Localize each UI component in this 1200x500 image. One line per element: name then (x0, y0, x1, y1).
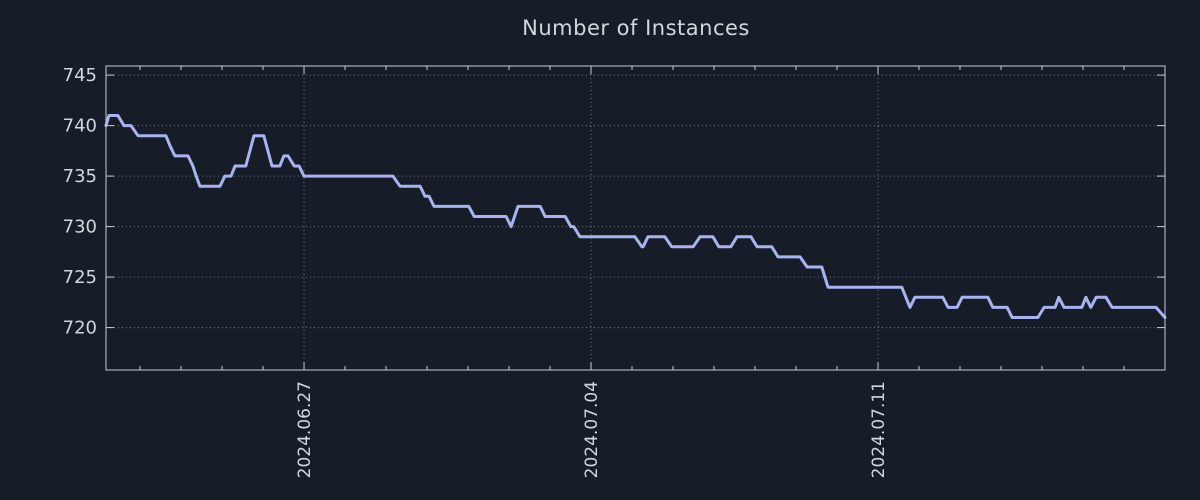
y-tick-label: 735 (63, 166, 97, 187)
x-tick-label: 2024.07.11 (869, 381, 889, 478)
y-tick-label: 725 (63, 267, 97, 288)
y-tick-label: 730 (63, 217, 97, 238)
series-line (104, 114, 1167, 319)
axis-frame (105, 65, 1166, 371)
x-tick-label: 2024.06.27 (295, 381, 315, 478)
y-tick-label: 740 (63, 116, 97, 137)
y-tick-label: 745 (63, 65, 97, 86)
y-tick-label: 720 (63, 318, 97, 339)
x-tick-label: 2024.07.04 (582, 381, 602, 478)
chart-title: Number of Instances (522, 16, 750, 40)
